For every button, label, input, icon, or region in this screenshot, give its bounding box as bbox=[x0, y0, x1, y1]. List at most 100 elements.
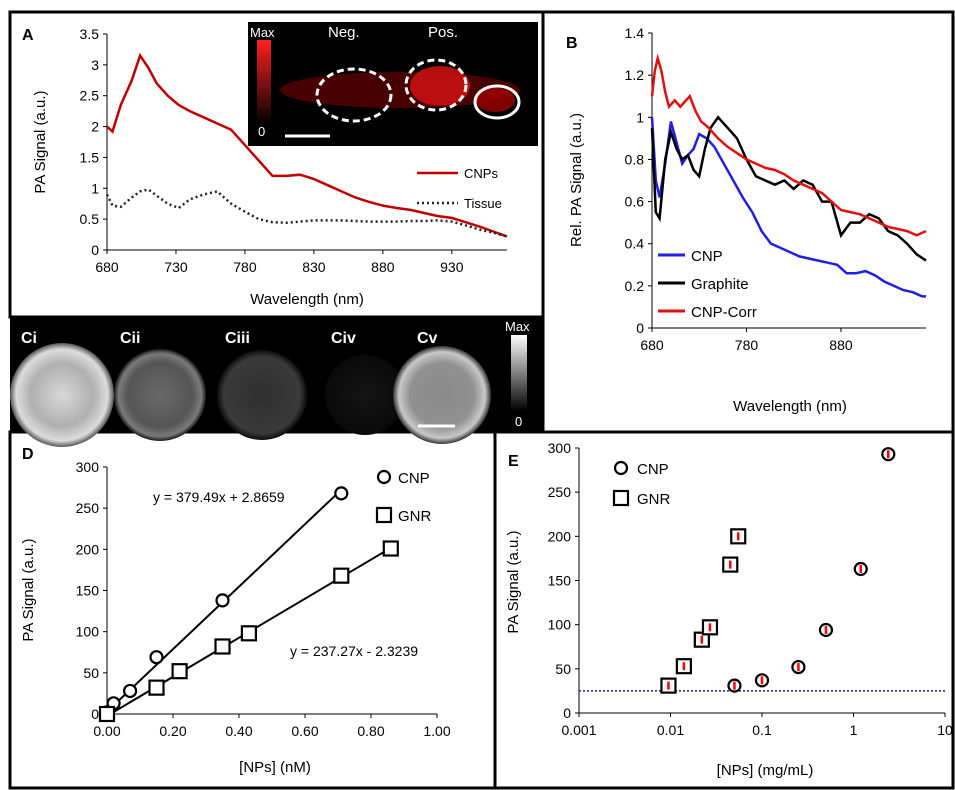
legend-marker-cnp bbox=[613, 460, 629, 476]
x-tick-label: 0.20 bbox=[159, 723, 186, 739]
series-line-tissue bbox=[105, 188, 508, 238]
legend-marker-cnp bbox=[376, 469, 392, 485]
x-axis-title: [NPs] (nM) bbox=[239, 759, 311, 776]
y-tick-label: 150 bbox=[76, 583, 100, 599]
x-tick-label: 0.80 bbox=[357, 723, 384, 739]
panel-e-chart: 0 50 100 150 200 250 300 0.001 0.01 0.1 1 10 [NPs] (… bbox=[505, 440, 953, 779]
legend-label-cnp: CNP bbox=[691, 248, 723, 265]
y-tick-label: 300 bbox=[76, 459, 100, 475]
y-tick-label: 150 bbox=[548, 573, 572, 589]
x-tick-label: 0.1 bbox=[752, 722, 772, 738]
well-ci bbox=[10, 343, 114, 447]
panel-a-chart: 0 0.5 1 1.5 2 2.5 3 3.5 680 730 780 830 880 930 Wavele… bbox=[32, 26, 508, 308]
inset-pos-label: Pos. bbox=[428, 24, 458, 41]
fit-equation-cnp: y = 379.49x + 2.8659 bbox=[153, 489, 285, 505]
y-tick-label: 200 bbox=[76, 541, 100, 557]
y-tick-label: 250 bbox=[548, 484, 572, 500]
y-tick-label: 250 bbox=[76, 500, 100, 516]
x-tick-label: 830 bbox=[302, 259, 326, 275]
x-tick-label: 880 bbox=[371, 259, 395, 275]
y-tick-label: 1 bbox=[91, 180, 99, 196]
inset-zero-label: 0 bbox=[258, 124, 265, 139]
y-tick-label: 0.8 bbox=[625, 151, 645, 167]
y-tick-label: 0 bbox=[91, 242, 99, 258]
well-civ bbox=[325, 355, 405, 435]
reference-roi bbox=[473, 84, 521, 120]
panel-d-chart: 0 50 100 150 200 250 300 0.00 0.20 0.40 0.60 0.80 1.… bbox=[20, 459, 451, 776]
data-point-cnp bbox=[334, 486, 349, 501]
y-tick-label: 50 bbox=[83, 665, 99, 681]
y-tick-label: 2.5 bbox=[80, 88, 100, 104]
x-tick-label: 0.01 bbox=[657, 722, 684, 738]
x-tick-label: 1.00 bbox=[423, 723, 450, 739]
y-axis-title: PA Signal (a.u.) bbox=[32, 90, 49, 193]
inset-neg-label: Neg. bbox=[328, 24, 360, 41]
x-tick-label: 880 bbox=[829, 337, 853, 353]
panel-c-images: Ci Cii Ciii Civ Cv Max 0 bbox=[10, 319, 530, 447]
legend-label-cnp: CNP bbox=[398, 470, 430, 487]
data-point-cnp bbox=[123, 683, 138, 699]
x-tick-label: 0.001 bbox=[561, 722, 596, 738]
legend-label-tissue: Tissue bbox=[464, 196, 502, 211]
y-tick-label: 0.4 bbox=[625, 236, 645, 252]
data-point-gnr bbox=[148, 679, 165, 696]
positive-roi bbox=[404, 58, 468, 112]
y-tick-label: 1 bbox=[636, 109, 644, 125]
y-tick-label: 0 bbox=[563, 705, 571, 721]
legend-label-gnr: GNR bbox=[637, 491, 671, 508]
y-tick-label: 50 bbox=[555, 661, 571, 677]
x-tick-label: 0.60 bbox=[291, 723, 318, 739]
x-tick-label: 0.00 bbox=[93, 723, 120, 739]
positive-signal bbox=[410, 66, 470, 106]
data-point-gnr bbox=[333, 567, 350, 584]
legend-label-cnps: CNPs bbox=[464, 166, 498, 181]
x-tick-label: 680 bbox=[640, 337, 664, 353]
y-tick-label: 0 bbox=[91, 706, 99, 722]
legend-label-graphite: Graphite bbox=[691, 276, 749, 293]
fit-equation-gnr: y = 237.27x - 2.3239 bbox=[290, 643, 418, 659]
y-tick-label: 3.5 bbox=[80, 26, 100, 42]
y-tick-label: 3 bbox=[91, 57, 99, 73]
y-tick-label: 100 bbox=[76, 624, 100, 640]
panel-label-a: A bbox=[22, 27, 34, 44]
well-cv bbox=[393, 346, 491, 444]
data-point-gnr bbox=[382, 540, 399, 557]
y-tick-label: 0.2 bbox=[625, 278, 645, 294]
y-tick-label: 0 bbox=[636, 320, 644, 336]
y-tick-label: 0.5 bbox=[80, 211, 100, 227]
panel-b-frame bbox=[541, 10, 955, 434]
x-tick-label: 680 bbox=[95, 259, 119, 275]
label-ci: Ci bbox=[21, 330, 37, 347]
legend-label-cnp: CNP bbox=[637, 461, 669, 478]
y-tick-label: 0.6 bbox=[625, 194, 645, 210]
y-tick-label: 1.2 bbox=[625, 67, 645, 83]
panel-e-frame bbox=[493, 430, 955, 790]
panel-label-d: D bbox=[22, 446, 34, 463]
x-axis-title: Wavelength (nm) bbox=[250, 291, 364, 308]
y-tick-label: 300 bbox=[548, 440, 572, 456]
well-ciii bbox=[217, 350, 307, 440]
y-axis-title: Rel. PA Signal (a.u.) bbox=[568, 113, 585, 247]
panel-b-chart: 0 0.2 0.4 0.6 0.8 1 1.2 1.4 680 780 880 Wavelength … bbox=[568, 25, 927, 415]
data-point-gnr bbox=[98, 705, 116, 723]
y-tick-label: 1.4 bbox=[625, 25, 645, 41]
x-tick-label: 10 bbox=[937, 722, 953, 738]
well-cii bbox=[114, 349, 206, 441]
x-tick-label: 780 bbox=[735, 337, 759, 353]
negative-roi bbox=[315, 67, 393, 123]
y-tick-label: 2 bbox=[91, 119, 99, 135]
data-point-gnr bbox=[240, 625, 257, 642]
x-tick-label: 730 bbox=[164, 259, 188, 275]
x-tick-label: 1 bbox=[850, 722, 858, 738]
data-point-gnr bbox=[171, 663, 188, 680]
data-point-cnp bbox=[149, 650, 164, 665]
legend-label-gnr: GNR bbox=[398, 508, 432, 525]
series-line-cnp-corr bbox=[650, 53, 927, 237]
region-signal bbox=[475, 88, 515, 112]
panel-c-max-label: Max bbox=[505, 319, 530, 334]
y-axis-title: PA Signal (a.u.) bbox=[20, 538, 37, 641]
label-cv: Cv bbox=[417, 330, 438, 347]
series-line-cnp bbox=[650, 117, 926, 298]
inset-max-label: Max bbox=[250, 25, 275, 40]
